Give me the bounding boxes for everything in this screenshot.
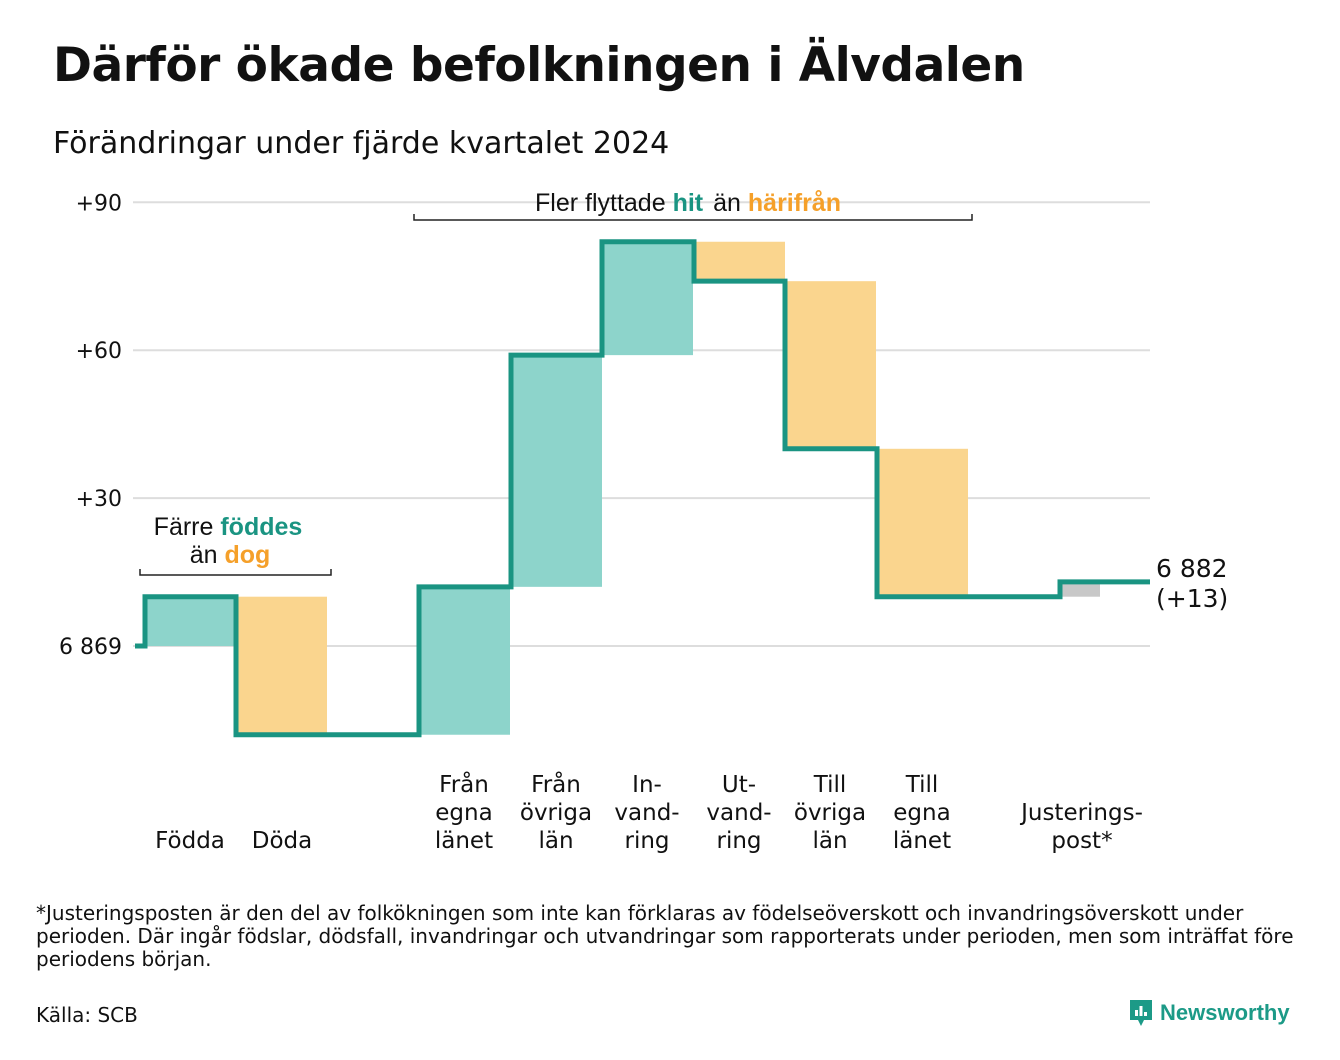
end-value-label: 6 882 <box>1156 554 1228 583</box>
y-tick-label: +30 <box>76 487 122 512</box>
category-label: vand- <box>614 800 679 826</box>
category-label: län <box>812 828 847 854</box>
bar-chart-speech-icon <box>1130 1000 1152 1026</box>
bar-decrease <box>236 596 327 735</box>
category-label: egna <box>893 800 950 826</box>
y-tick-label: +60 <box>76 339 122 364</box>
annotation-bracket-migration <box>413 214 973 221</box>
category-label: Till <box>813 772 847 798</box>
category-label: övriga <box>520 800 592 826</box>
category-label: ring <box>716 828 761 854</box>
category-label: Justerings- <box>1019 800 1143 826</box>
category-label: länet <box>893 828 951 854</box>
bar-decrease <box>877 448 968 597</box>
cumulative-step-line <box>135 239 1150 738</box>
category-label: länet <box>435 828 493 854</box>
category-label: län <box>538 828 573 854</box>
bar-adjustment <box>1060 581 1100 597</box>
category-label: Födda <box>155 828 225 854</box>
brand-logo: Newsworthy <box>1128 998 1290 1028</box>
bar-increase <box>511 355 602 587</box>
y-tick-label: +90 <box>76 191 122 216</box>
annotation-migration: Fler flyttade hit än härifrån <box>535 189 841 217</box>
bar-decrease <box>694 241 785 282</box>
footnote: *Justeringsposten är den del av folkökni… <box>36 901 1294 971</box>
annotation-births-line1: Färre föddes <box>154 513 303 541</box>
category-label: Döda <box>252 828 312 854</box>
category-label: Från <box>439 770 489 798</box>
category-label: ring <box>624 828 669 854</box>
category-label: vand- <box>706 800 771 826</box>
chart-title: Därför ökade befolkningen i Älvdalen <box>53 38 1025 93</box>
brand-name: Newsworthy <box>1160 1000 1290 1025</box>
chart-subtitle: Förändringar under fjärde kvartalet 2024 <box>53 126 670 161</box>
category-label: övriga <box>794 800 866 826</box>
bar-increase <box>602 241 693 356</box>
category-label: In- <box>632 772 662 798</box>
bar-decrease <box>785 281 876 449</box>
y-tick-label: 6 869 <box>59 635 122 660</box>
annotation-bracket-births <box>139 569 332 576</box>
category-label: Till <box>905 772 939 798</box>
bar-increase <box>419 586 510 735</box>
bar-increase <box>145 596 236 646</box>
category-label: post* <box>1051 828 1112 854</box>
source-note: Källa: SCB <box>36 1003 138 1027</box>
category-label: Från <box>531 770 581 798</box>
annotation-births-line2: än dog <box>190 541 271 569</box>
end-value-label: (+13) <box>1156 584 1228 613</box>
category-label: egna <box>435 800 492 826</box>
category-label: Ut- <box>722 772 756 798</box>
